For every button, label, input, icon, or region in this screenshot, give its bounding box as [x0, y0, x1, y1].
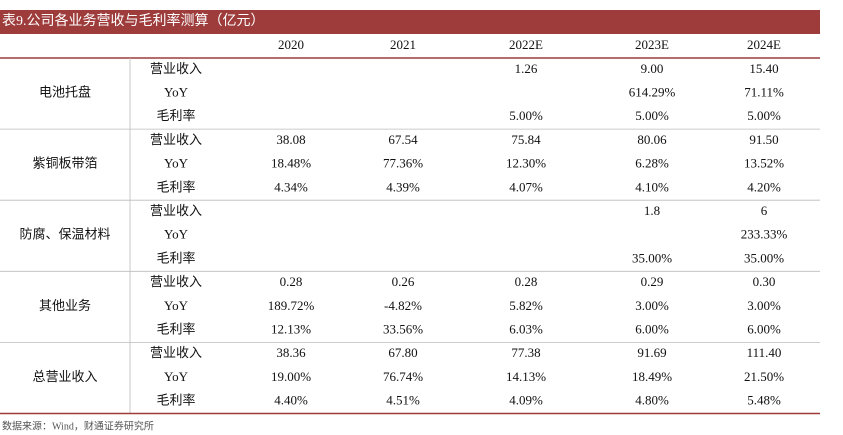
cell-value: 71.11%: [744, 85, 784, 100]
cell-value: 0.28: [515, 274, 538, 289]
cell-value: 4.34%: [274, 179, 308, 194]
row-label: 毛利率: [156, 250, 195, 265]
cell-value: 35.00%: [632, 250, 672, 265]
cell-value: 35.00%: [744, 250, 784, 265]
cell-value: 5.82%: [509, 298, 543, 313]
group-label: 防腐、保温材料: [19, 227, 110, 242]
cell-value: 33.56%: [383, 322, 423, 337]
column-header: 2022E: [509, 37, 543, 52]
cell-value: 6: [761, 203, 768, 218]
cell-value: 15.40: [749, 61, 778, 76]
cell-value: 4.20%: [747, 179, 781, 194]
group-label: 电池托盘: [39, 85, 91, 100]
cell-value: 5.00%: [509, 108, 543, 123]
column-header: 2021: [390, 37, 416, 52]
cell-value: 0.30: [753, 274, 776, 289]
cell-value: 3.00%: [747, 298, 781, 313]
cell-value: 5.00%: [635, 108, 669, 123]
row-label: YoY: [164, 369, 189, 384]
row-label: 毛利率: [156, 393, 195, 408]
cell-value: 18.49%: [632, 369, 672, 384]
cell-value: 6.03%: [509, 322, 543, 337]
cell-value: 4.09%: [509, 393, 543, 408]
cell-value: 80.06: [637, 132, 667, 147]
row-label: YoY: [164, 156, 189, 171]
column-header: 2020: [278, 37, 304, 52]
cell-value: 21.50%: [744, 369, 784, 384]
cell-value: 0.26: [392, 274, 415, 289]
source-note: 数据来源：Wind，财通证券研究所: [2, 419, 154, 432]
cell-value: 189.72%: [268, 298, 315, 313]
cell-value: 75.84: [511, 132, 541, 147]
row-label: 毛利率: [156, 108, 195, 123]
cell-value: 4.80%: [635, 393, 669, 408]
row-label: 营业收入: [150, 274, 202, 289]
group-label: 紫铜板带箔: [32, 156, 97, 171]
cell-value: 38.08: [276, 132, 305, 147]
cell-value: 18.48%: [271, 156, 311, 171]
cell-value: 4.10%: [635, 179, 669, 194]
row-label: 营业收入: [150, 345, 202, 360]
cell-value: 38.36: [276, 345, 306, 360]
cell-value: 13.52%: [744, 156, 784, 171]
cell-value: 4.07%: [509, 179, 543, 194]
cell-value: 0.28: [280, 274, 303, 289]
cell-value: -4.82%: [384, 298, 422, 313]
title-bar: [0, 10, 820, 34]
cell-value: 5.48%: [747, 393, 781, 408]
cell-value: 77.38: [511, 345, 540, 360]
cell-value: 6.28%: [635, 156, 669, 171]
cell-value: 111.40: [747, 345, 782, 360]
cell-value: 9.00: [641, 61, 664, 76]
cell-value: 12.30%: [506, 156, 546, 171]
cell-value: 6.00%: [747, 322, 781, 337]
column-header: 2024E: [747, 37, 781, 52]
cell-value: 4.51%: [386, 393, 420, 408]
cell-value: 12.13%: [271, 322, 311, 337]
row-label: YoY: [164, 298, 189, 313]
group-label: 其他业务: [39, 298, 91, 313]
cell-value: 67.54: [388, 132, 418, 147]
cell-value: 1.26: [515, 61, 538, 76]
cell-value: 6.00%: [635, 322, 669, 337]
group-label: 总营业收入: [32, 369, 97, 384]
cell-value: 77.36%: [383, 156, 423, 171]
cell-value: 91.50: [749, 132, 778, 147]
cell-value: 4.39%: [386, 179, 420, 194]
cell-value: 233.33%: [741, 227, 788, 242]
cell-value: 3.00%: [635, 298, 669, 313]
row-label: 营业收入: [150, 61, 202, 76]
cell-value: 1.8: [644, 203, 660, 218]
row-label: 毛利率: [156, 322, 195, 337]
table-title: 表9.公司各业务营收与毛利率测算（亿元）: [2, 12, 265, 29]
cell-value: 91.69: [637, 345, 666, 360]
cell-value: 19.00%: [271, 369, 311, 384]
cell-value: 76.74%: [383, 369, 423, 384]
row-label: 营业收入: [150, 132, 202, 147]
row-label: YoY: [164, 85, 189, 100]
cell-value: 14.13%: [506, 369, 546, 384]
column-header: 2023E: [635, 37, 669, 52]
cell-value: 0.29: [641, 274, 664, 289]
row-label: 毛利率: [156, 179, 195, 194]
cell-value: 67.80: [388, 345, 417, 360]
cell-value: 5.00%: [747, 108, 781, 123]
cell-value: 4.40%: [274, 393, 308, 408]
cell-value: 614.29%: [629, 85, 676, 100]
row-label: YoY: [164, 227, 189, 242]
row-label: 营业收入: [150, 203, 202, 218]
